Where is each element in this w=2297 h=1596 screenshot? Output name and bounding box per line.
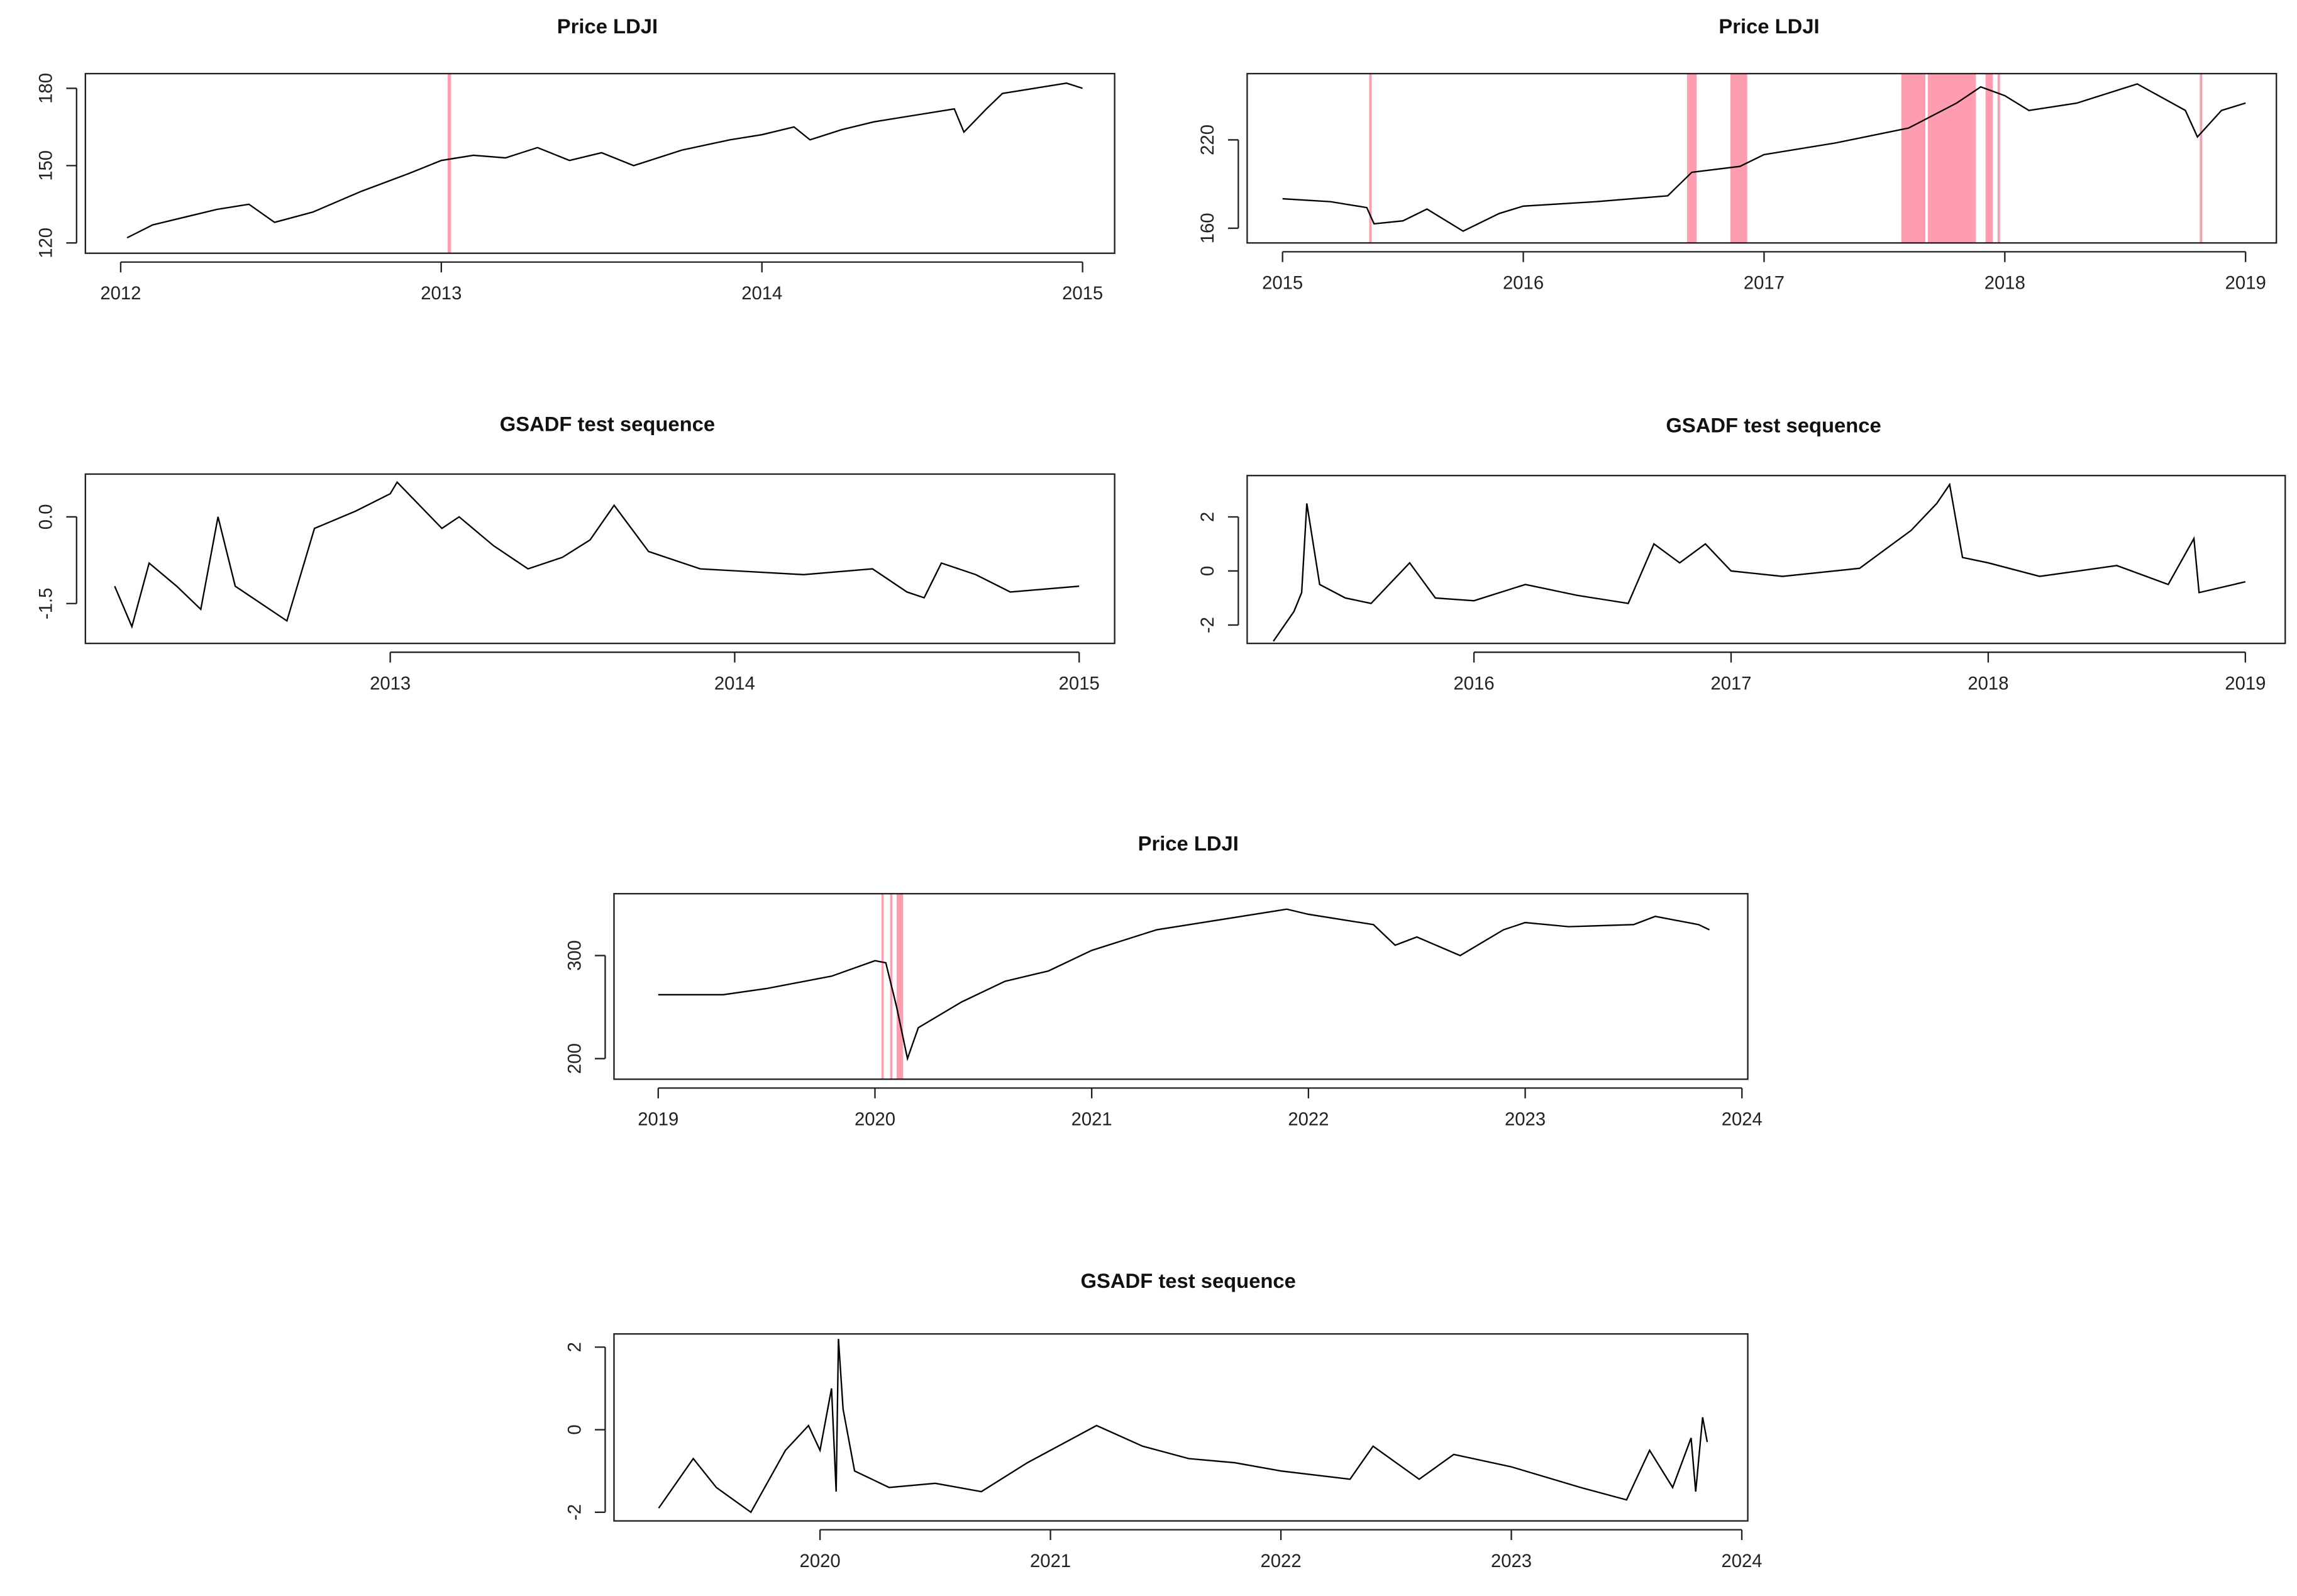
x-tick-label: 2020 <box>800 1551 841 1571</box>
x-tick-label: 2019 <box>2225 274 2266 294</box>
bubble-period <box>2200 74 2203 243</box>
y-tick-label: -2 <box>1198 617 1218 633</box>
plot-box <box>613 893 1749 1080</box>
bubble-period <box>1730 74 1747 243</box>
y-tick-label: 200 <box>565 1043 585 1074</box>
y-tick-label: 2 <box>565 1342 585 1352</box>
price-line <box>1282 83 2246 232</box>
bubble-period <box>896 894 904 1080</box>
bubble-period <box>1369 74 1372 243</box>
y-tick-label: 0 <box>1198 566 1218 576</box>
x-tick-label: 2022 <box>1288 1109 1329 1129</box>
bubble-period <box>1985 74 1993 243</box>
x-tick-label: 2018 <box>1984 274 2025 294</box>
x-tick-label: 2023 <box>1491 1551 1532 1571</box>
bubble-period <box>448 74 451 253</box>
x-tick-label: 2012 <box>100 284 141 304</box>
x-tick-label: 2017 <box>1744 274 1785 294</box>
chart-title: Price LDJI <box>557 14 658 38</box>
plot-box <box>84 72 1115 254</box>
x-tick-label: 2020 <box>855 1109 895 1129</box>
bubble-period <box>1686 74 1697 243</box>
bubble-period <box>1901 74 1925 243</box>
price-line <box>114 480 1080 629</box>
x-tick-label: 2014 <box>714 673 755 694</box>
y-tick-label: 0 <box>565 1424 585 1434</box>
x-tick-label: 2019 <box>638 1109 678 1129</box>
x-tick-label: 2017 <box>1710 673 1751 694</box>
price-line <box>1273 482 2246 642</box>
y-tick-label: -1.5 <box>36 588 57 619</box>
x-tick-label: 2019 <box>2225 673 2266 694</box>
x-tick-label: 2015 <box>1062 284 1103 304</box>
x-tick-label: 2023 <box>1505 1109 1546 1129</box>
bubble-period <box>881 894 884 1080</box>
chart-title: Price LDJI <box>1138 832 1239 855</box>
y-tick-label: 160 <box>1198 213 1218 244</box>
chart-title: GSADF test sequence <box>500 412 715 435</box>
x-tick-label: 2014 <box>741 284 782 304</box>
y-tick-label: 180 <box>36 73 57 104</box>
plot-box <box>613 1333 1749 1522</box>
x-tick-label: 2024 <box>1721 1551 1762 1571</box>
x-tick-label: 2016 <box>1503 274 1544 294</box>
plot-box <box>1246 72 2278 244</box>
chart-title: Price LDJI <box>1719 14 1819 38</box>
price-line <box>658 1339 1708 1514</box>
price-line <box>658 908 1710 1061</box>
x-tick-label: 2021 <box>1030 1551 1071 1571</box>
price-line <box>126 82 1083 239</box>
bubble-period <box>1997 74 2000 243</box>
y-tick-label: 120 <box>36 228 57 258</box>
plot-box <box>1246 475 2286 645</box>
x-tick-label: 2013 <box>421 284 462 304</box>
chart-title: GSADF test sequence <box>1666 414 1881 437</box>
y-tick-label: -2 <box>565 1504 585 1521</box>
y-tick-label: 2 <box>1198 512 1218 522</box>
y-tick-label: 300 <box>565 940 585 971</box>
bubble-period <box>1927 74 1976 243</box>
x-tick-label: 2018 <box>1968 673 2008 694</box>
x-tick-label: 2013 <box>370 673 411 694</box>
chart-title: GSADF test sequence <box>1081 1269 1296 1292</box>
plot-box <box>84 473 1115 645</box>
x-tick-label: 2022 <box>1261 1551 1302 1571</box>
y-tick-label: 150 <box>36 150 57 181</box>
x-tick-label: 2024 <box>1722 1109 1763 1129</box>
x-tick-label: 2016 <box>1454 673 1495 694</box>
y-tick-label: 0.0 <box>36 504 57 530</box>
x-tick-label: 2015 <box>1059 673 1100 694</box>
x-tick-label: 2015 <box>1262 274 1303 294</box>
y-tick-label: 220 <box>1198 125 1218 155</box>
x-tick-label: 2021 <box>1071 1109 1112 1129</box>
